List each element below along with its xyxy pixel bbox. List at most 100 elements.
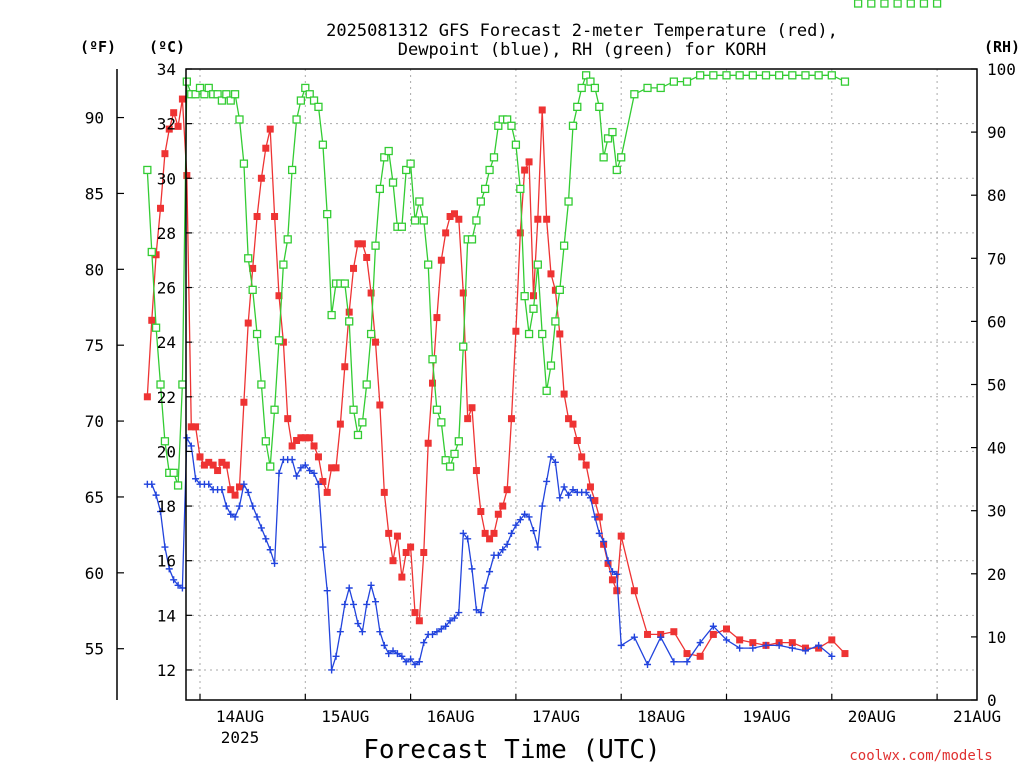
dewpoint-point [328,666,336,674]
rh-point [467,235,477,244]
temperature-point [411,609,419,617]
temperature-point [266,125,274,133]
temperature-point [591,497,599,505]
rh-point [630,90,639,99]
rh-point [235,115,244,124]
temperature-point [670,628,678,636]
dewpoint-point [183,434,191,442]
rh-point [775,71,784,80]
dewpoint-point [336,628,344,636]
fahrenheit-tick-label: 70 [85,412,104,431]
dewpoint-point [372,598,380,606]
dewpoint-point [604,557,612,565]
rh-tick-label: 70 [987,249,1006,268]
celsius-tick-label: 12 [157,661,176,680]
dewpoint-point [437,625,445,633]
rh-point [402,165,411,175]
dewpoint-point [148,480,156,488]
rh-tick-label: 20 [987,565,1006,584]
temperature-point [257,174,265,182]
dewpoint-point [222,502,230,510]
rh-point [454,437,463,446]
dewpoint-point [358,628,366,636]
rh-point [305,90,314,99]
dewpoint-point [398,652,406,660]
dewpoint-point [170,576,178,584]
rh-point [511,140,521,149]
dewpoint-point [271,559,279,567]
rh-point [296,96,306,105]
temperature-point [393,532,401,540]
rh-point [437,418,446,427]
temperature-point [376,401,384,409]
rh-tick-label: 30 [987,502,1006,521]
temperature-point [683,650,691,658]
temperature-point [472,467,480,475]
dewpoint-point [494,551,502,559]
rh-point [919,0,929,8]
celsius-tick-label: 30 [157,169,176,188]
temperature-point [420,548,428,556]
temperature-point [565,415,573,423]
rh-point [301,83,310,93]
temperature-point [507,415,515,423]
date-tick-label: 20AUG [848,707,896,726]
temperature-point [503,486,511,494]
temperature-point [183,172,191,180]
dewpoint-point [301,461,309,469]
rh-point [853,0,863,8]
rh-point [546,361,556,370]
rh-point [788,71,797,80]
temperature-point [841,650,849,658]
rh-point [551,317,560,326]
rh-point [384,146,393,156]
dewpoint-point [389,647,397,655]
rh-point [424,260,433,269]
dewpoint-point [525,513,533,521]
rh-point [529,304,538,313]
temperature-point [152,251,160,259]
temperature-point [235,483,243,491]
date-tick-label: 18AUG [637,707,685,726]
temperature-point [468,404,476,412]
rh-point [191,90,200,99]
dewpoint-point [556,494,564,502]
dewpoint-point [442,622,450,630]
rh-point [318,140,328,149]
dewpoint-point [736,644,744,652]
date-tick-label: 21AUG [953,707,1001,726]
rh-point [261,437,270,446]
temperature-point [218,458,226,466]
temperature-point [617,532,625,540]
rh-point [573,102,582,112]
temperature-point [543,215,551,223]
temperature-point [244,319,252,327]
temperature-point [301,434,309,442]
dewpoint-point [332,652,340,660]
year-label: 2025 [221,728,260,747]
dewpoint-point [582,488,590,496]
dewpoint-point [529,527,537,535]
temperature-point [249,264,257,272]
temperature-point [336,420,344,428]
celsius-tick-label: 26 [157,279,176,298]
rh-point [932,0,942,8]
date-tick-label: 19AUG [742,707,790,726]
rh-point [222,90,231,99]
dewpoint-point [174,581,182,589]
dewpoint-point [376,628,384,636]
rh-point [410,216,420,225]
rh-point [827,71,836,80]
rh-point [814,71,823,80]
dewpoint-point [415,658,423,666]
temperature-point [723,625,730,633]
rh-point [178,380,187,389]
temperature-point [271,213,279,221]
dewpoint-point [801,647,809,655]
rh-point [358,418,367,427]
dewpoint-point [306,467,314,475]
rh-point [472,216,481,225]
temperature-point [551,286,559,294]
rh-point [669,77,678,86]
